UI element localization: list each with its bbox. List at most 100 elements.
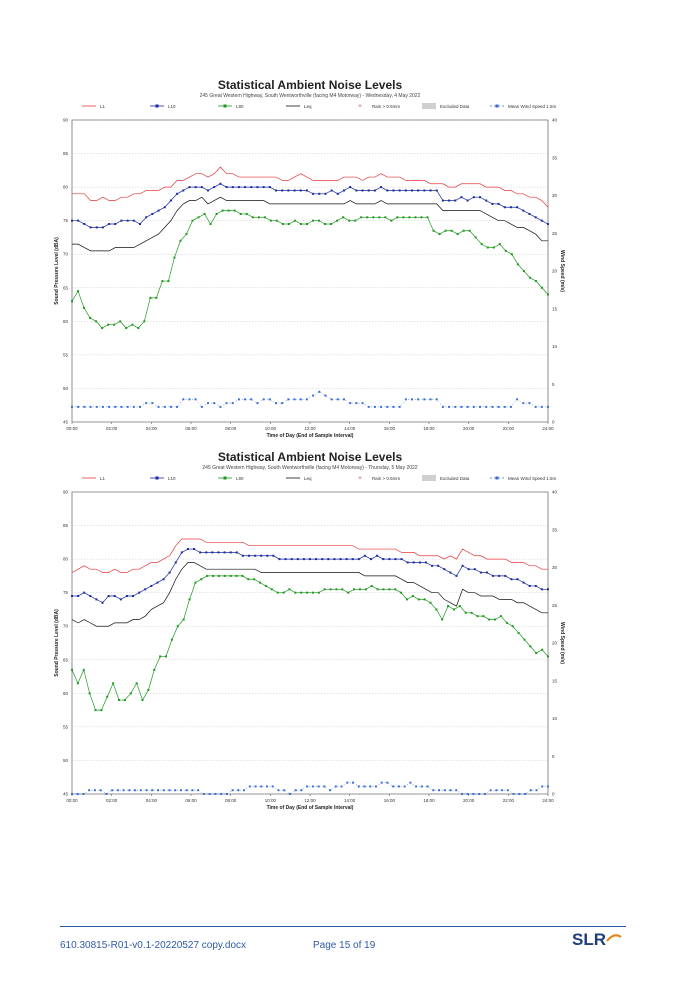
- data-point-mean-wind-speed-1-5m: [409, 781, 412, 784]
- data-point-l10: [156, 581, 159, 584]
- data-point-mean-wind-speed-1-5m: [483, 793, 486, 795]
- data-point-l90: [523, 638, 526, 641]
- data-point-mean-wind-speed-1-5m: [231, 402, 234, 405]
- data-point-l90: [263, 216, 266, 219]
- data-point-l10: [351, 558, 354, 561]
- x-tick-label: 16:00: [384, 798, 396, 803]
- data-point-mean-wind-speed-1-5m: [248, 785, 251, 788]
- data-point-l10: [174, 561, 177, 564]
- data-point-mean-wind-speed-1-5m: [441, 405, 444, 408]
- data-point-l90: [312, 219, 315, 222]
- data-point-l90: [253, 578, 256, 581]
- chart-1-svg: L1 L10 L90 Leq + Rain > 0.5mm Excluded Data Mea…: [54, 103, 565, 439]
- data-point-mean-wind-speed-1-5m: [126, 405, 129, 408]
- data-point-mean-wind-speed-1-5m: [330, 398, 333, 401]
- data-point-mean-wind-speed-1-5m: [237, 789, 240, 792]
- data-point-mean-wind-speed-1-5m: [432, 789, 435, 792]
- y-axis-label: Sound Pressure Level (dBA): [54, 237, 60, 305]
- y2-tick-label: 30: [552, 193, 558, 198]
- legend-label: Leq: [304, 476, 312, 481]
- data-point-l10: [424, 561, 427, 564]
- data-point-l10: [125, 595, 128, 598]
- data-point-l90: [221, 209, 224, 212]
- footer-doc-ref: 610.30815-R01-v0.1-20220527 copy.docx: [60, 940, 247, 951]
- legend-label: L1: [100, 476, 106, 481]
- data-point-l90: [165, 655, 168, 658]
- data-point-l10: [498, 574, 501, 577]
- data-point-mean-wind-speed-1-5m: [262, 398, 265, 401]
- data-point-l10: [250, 186, 253, 189]
- series-line-l1: [72, 166, 549, 208]
- data-point-l10: [241, 554, 244, 557]
- legend-item: Excluded Data: [422, 475, 470, 481]
- data-point-l90: [494, 618, 497, 621]
- data-point-l90: [129, 692, 132, 695]
- legend-item: L10: [150, 476, 176, 481]
- data-point-l90: [476, 615, 479, 618]
- series-line-leq: [71, 562, 548, 627]
- data-point-mean-wind-speed-1-5m: [197, 789, 200, 792]
- data-point-mean-wind-speed-1-5m: [429, 398, 432, 401]
- data-point-l10: [540, 588, 543, 591]
- series-line-l90: [71, 210, 549, 329]
- data-point-l90: [498, 243, 501, 246]
- data-point-mean-wind-speed-1-5m: [225, 793, 228, 795]
- data-point-l90: [173, 256, 176, 259]
- data-point-l10: [540, 219, 543, 222]
- data-point-mean-wind-speed-1-5m: [485, 405, 488, 408]
- legend-item: Mean Wind Speed 1.5m: [490, 476, 557, 481]
- data-point-l10: [139, 223, 141, 226]
- x-axis-label: Time of Day (End of Sample Interval): [267, 433, 354, 439]
- data-point-mean-wind-speed-1-5m: [214, 793, 217, 795]
- data-point-l10: [373, 189, 376, 192]
- data-point-mean-wind-speed-1-5m: [283, 789, 286, 792]
- y-tick-label: 85: [63, 523, 69, 528]
- data-point-l10: [71, 595, 73, 598]
- data-point-l10: [509, 206, 512, 209]
- data-point-l10: [473, 568, 476, 571]
- y2-tick-label: 10: [552, 716, 558, 721]
- data-point-l10: [83, 591, 86, 594]
- data-point-mean-wind-speed-1-5m: [403, 785, 406, 788]
- data-point-l90: [71, 300, 73, 303]
- x-tick-label: 08:00: [225, 798, 237, 803]
- data-point-mean-wind-speed-1-5m: [435, 398, 438, 401]
- data-point-mean-wind-speed-1-5m: [256, 402, 259, 405]
- data-point-l90: [229, 574, 232, 577]
- data-point-l10: [299, 189, 302, 192]
- data-point-mean-wind-speed-1-5m: [369, 785, 372, 788]
- data-point-l10: [339, 558, 342, 561]
- data-point-l90: [119, 320, 122, 323]
- data-point-mean-wind-speed-1-5m: [466, 405, 469, 408]
- data-point-mean-wind-speed-1-5m: [503, 405, 506, 408]
- data-point-l10: [472, 196, 475, 199]
- data-point-mean-wind-speed-1-5m: [518, 793, 521, 795]
- data-point-mean-wind-speed-1-5m: [426, 785, 429, 788]
- data-point-mean-wind-speed-1-5m: [250, 398, 253, 401]
- data-point-l10: [315, 558, 318, 561]
- data-point-l90: [227, 209, 230, 212]
- data-point-mean-wind-speed-1-5m: [83, 405, 86, 408]
- data-point-l90: [149, 296, 152, 299]
- data-point-l90: [141, 699, 144, 702]
- data-point-l10: [293, 189, 296, 192]
- data-point-mean-wind-speed-1-5m: [460, 793, 463, 795]
- x-tick-label: 20:00: [463, 798, 475, 803]
- data-point-mean-wind-speed-1-5m: [449, 789, 452, 792]
- data-point-mean-wind-speed-1-5m: [460, 405, 463, 408]
- data-point-mean-wind-speed-1-5m: [448, 405, 451, 408]
- data-point-mean-wind-speed-1-5m: [363, 785, 366, 788]
- legend-label: L90: [236, 104, 244, 109]
- data-point-l90: [71, 668, 73, 671]
- legend-item: L90: [218, 104, 244, 109]
- data-point-mean-wind-speed-1-5m: [299, 398, 302, 401]
- data-point-l90: [482, 615, 485, 618]
- data-point-l90: [143, 320, 146, 323]
- data-point-mean-wind-speed-1-5m: [516, 398, 519, 401]
- x-tick-label: 08:00: [225, 426, 237, 431]
- data-point-l90: [450, 229, 453, 232]
- data-point-l10: [162, 578, 165, 581]
- data-point-mean-wind-speed-1-5m: [415, 785, 418, 788]
- data-point-mean-wind-speed-1-5m: [522, 402, 525, 405]
- legend-label: Excluded Data: [440, 104, 470, 109]
